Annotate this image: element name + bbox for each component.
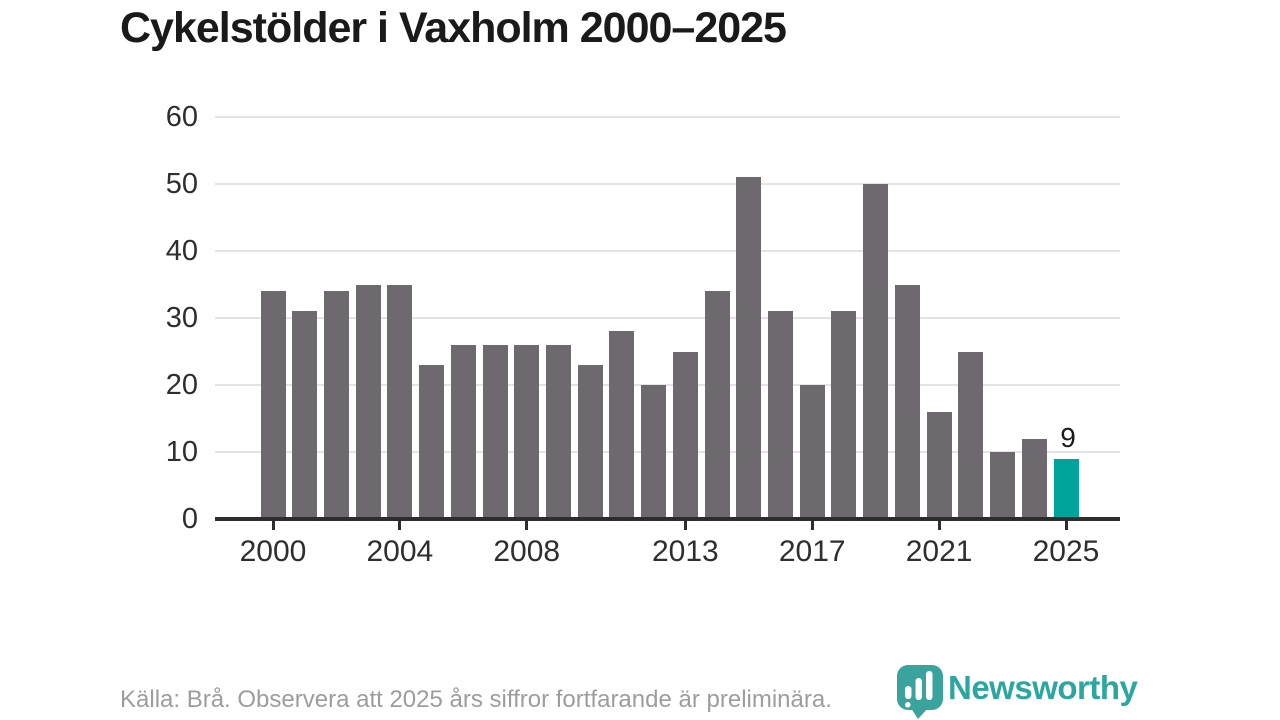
gridline-50 [215,183,1120,185]
bar-2016 [768,311,794,519]
bar-2011 [609,331,635,519]
y-axis-label-20: 20 [165,369,198,401]
bar-2013 [672,351,698,519]
y-axis-label-30: 30 [165,302,198,334]
x-tick-2000 [271,521,275,530]
x-tick-2021 [937,521,941,530]
y-axis-label-10: 10 [165,436,198,468]
y-axis-label-40: 40 [165,235,198,267]
x-tick-2004 [398,521,402,530]
bar-2003 [355,284,381,519]
bar-2022 [958,351,984,519]
x-axis-line [215,517,1120,521]
x-axis-label-2021: 2021 [905,535,973,568]
x-axis-label-2000: 2000 [239,535,307,568]
x-axis-label-2025: 2025 [1032,535,1100,568]
newsworthy-wordmark: Newsworthy [948,669,1138,706]
gridline-60 [215,116,1120,118]
bar-2012 [641,385,667,519]
gridline-40 [215,250,1120,252]
bar-2015 [736,177,762,519]
x-axis-label-2008: 2008 [493,535,561,568]
x-tick-2013 [683,521,687,530]
x-tick-2025 [1064,521,1068,530]
bar-2004 [387,284,413,519]
bar-2025 [1053,458,1079,519]
x-axis-label-2004: 2004 [366,535,434,568]
bar-2014 [704,291,730,519]
bar-2018 [831,311,857,519]
x-axis-label-2017: 2017 [778,535,846,568]
y-axis-label-60: 60 [165,101,198,133]
gridline-10 [215,451,1120,453]
bar-2008 [514,344,540,519]
x-axis-label-2013: 2013 [651,535,719,568]
bar-2000 [260,291,286,519]
source-note: Källa: Brå. Observera att 2025 års siffr… [120,686,832,713]
y-axis-label-0: 0 [181,503,198,535]
x-tick-2008 [525,521,529,530]
bar-2023 [990,452,1016,519]
bar-2017 [799,385,825,519]
bar-2020 [894,284,920,519]
bar-2002 [323,291,349,519]
bar-2024 [1021,438,1047,519]
newsworthy-icon [897,665,943,719]
bar-2009 [545,344,571,519]
y-axis-label-50: 50 [165,168,198,200]
bar-2021 [926,411,952,519]
bar-2019 [863,184,889,519]
x-tick-2017 [810,521,814,530]
bar-2010 [577,364,603,519]
highlight-value-label: 9 [1060,421,1076,453]
bar-2007 [482,344,508,519]
chart-title: Cykelstölder i Vaxholm 2000–2025 [120,4,787,52]
bar-2001 [292,311,318,519]
bar-2006 [450,344,476,519]
bar-2005 [419,364,445,519]
gridline-20 [215,384,1120,386]
gridline-30 [215,317,1120,319]
